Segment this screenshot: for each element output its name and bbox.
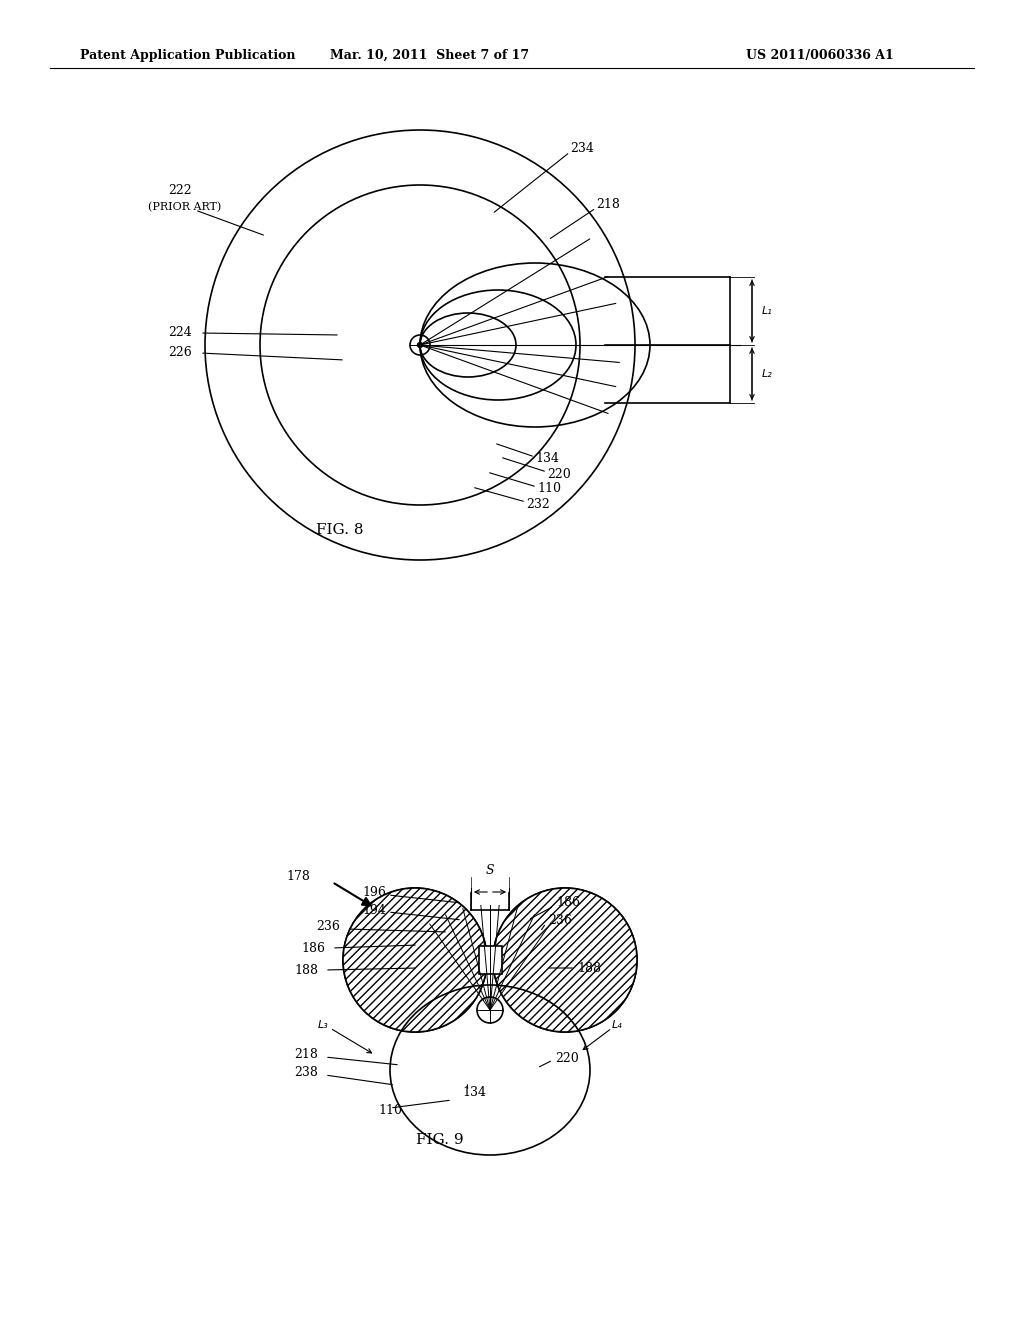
Text: 196: 196	[362, 887, 386, 899]
Text: L₄: L₄	[611, 1020, 623, 1030]
Text: 134: 134	[535, 453, 559, 466]
Text: 110: 110	[378, 1104, 402, 1117]
Text: L₁: L₁	[762, 306, 773, 315]
Text: 218: 218	[294, 1048, 318, 1061]
Circle shape	[343, 888, 487, 1032]
Text: 188: 188	[577, 961, 601, 974]
Text: US 2011/0060336 A1: US 2011/0060336 A1	[746, 49, 894, 62]
Text: L₂: L₂	[762, 370, 773, 379]
Text: 178: 178	[286, 870, 310, 883]
Text: FIG. 8: FIG. 8	[316, 523, 364, 537]
Text: 186: 186	[556, 896, 580, 909]
Text: 220: 220	[547, 467, 570, 480]
Text: Mar. 10, 2011  Sheet 7 of 17: Mar. 10, 2011 Sheet 7 of 17	[331, 49, 529, 62]
Text: L₃: L₃	[317, 1020, 329, 1030]
Text: 232: 232	[526, 498, 550, 511]
Text: (PRIOR ART): (PRIOR ART)	[148, 202, 221, 213]
Text: 236: 236	[548, 915, 571, 928]
Text: 234: 234	[570, 141, 594, 154]
Text: 238: 238	[294, 1067, 318, 1080]
Text: 226: 226	[168, 346, 193, 359]
Text: 134: 134	[462, 1086, 486, 1100]
Text: S: S	[485, 863, 495, 876]
Text: FIG. 9: FIG. 9	[416, 1133, 464, 1147]
Text: 186: 186	[301, 941, 325, 954]
Bar	[479, 946, 502, 974]
Circle shape	[493, 888, 637, 1032]
Text: 110: 110	[537, 483, 561, 495]
Text: 194: 194	[362, 903, 386, 916]
Text: 218: 218	[596, 198, 620, 211]
Text: 220: 220	[555, 1052, 579, 1064]
Text: 188: 188	[294, 964, 318, 977]
Text: Patent Application Publication: Patent Application Publication	[80, 49, 296, 62]
Text: 222: 222	[168, 185, 191, 198]
Text: 224: 224	[168, 326, 193, 338]
Circle shape	[418, 342, 423, 347]
Text: 236: 236	[316, 920, 340, 933]
